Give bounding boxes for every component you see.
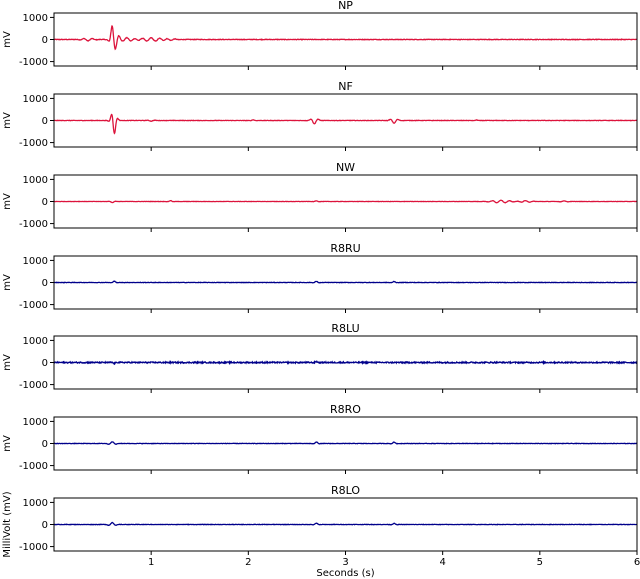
y-tick-label: -1000: [19, 461, 48, 472]
x-tick-label: 4: [439, 557, 445, 568]
y-tick-label: -1000: [19, 219, 48, 230]
y-tick-label: -1000: [19, 138, 48, 149]
y-tick-label: 0: [42, 35, 48, 46]
panel-title: NW: [336, 161, 355, 174]
x-tick-label: 6: [634, 557, 640, 568]
y-tick-label: 1000: [23, 94, 48, 105]
y-tick-label: 0: [42, 116, 48, 127]
panel-title: NP: [338, 0, 353, 12]
signal-line: [53, 113, 637, 135]
y-axis-label: MilliVolt (mV): [2, 491, 13, 557]
panel-title: R8LO: [331, 484, 360, 497]
y-tick-label: 1000: [23, 498, 48, 509]
x-tick-label: 2: [245, 557, 251, 568]
y-axis-label: mV: [2, 31, 13, 48]
y-tick-label: 0: [42, 278, 48, 289]
y-tick-label: -1000: [19, 380, 48, 391]
x-axis-label: Seconds (s): [316, 568, 374, 579]
y-tick-label: -1000: [19, 300, 48, 311]
y-axis-label: mV: [2, 274, 13, 291]
y-tick-label: 1000: [23, 417, 48, 428]
y-tick-label: 0: [42, 520, 48, 531]
y-tick-label: 1000: [23, 13, 48, 24]
y-tick-label: 0: [42, 439, 48, 450]
y-tick-label: 1000: [23, 175, 48, 186]
panel-title: R8RU: [330, 242, 360, 255]
signal-line: [53, 441, 638, 446]
signal-line: [53, 25, 637, 51]
y-axis-label: mV: [2, 193, 13, 210]
panel-title: R8LU: [331, 322, 359, 335]
y-axis-label: mV: [2, 354, 13, 371]
x-tick-label: 3: [342, 557, 348, 568]
y-tick-label: 1000: [23, 336, 48, 347]
y-tick-label: 1000: [23, 256, 48, 267]
signal-line: [53, 359, 638, 366]
x-tick-label: 1: [148, 557, 154, 568]
panel-title: R8RO: [330, 403, 361, 416]
y-tick-label: -1000: [19, 57, 48, 68]
signal-line: [53, 280, 638, 284]
signal-line: [53, 521, 638, 527]
signal-line: [54, 199, 638, 204]
y-tick-label: 0: [42, 358, 48, 369]
x-tick-label: 5: [537, 557, 543, 568]
y-tick-label: -1000: [19, 542, 48, 553]
y-axis-label: mV: [2, 112, 13, 129]
y-tick-label: 0: [42, 197, 48, 208]
y-axis-label: mV: [2, 435, 13, 452]
panel-title: NF: [338, 80, 353, 93]
